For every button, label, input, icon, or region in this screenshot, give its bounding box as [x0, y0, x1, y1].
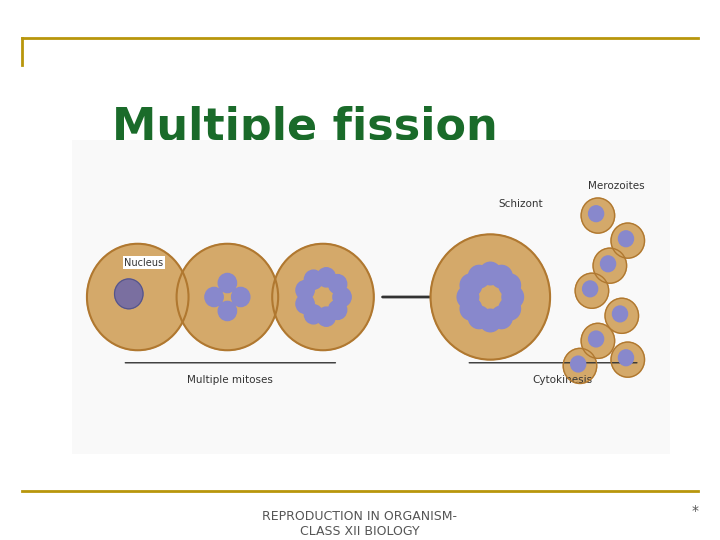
Circle shape: [588, 331, 603, 347]
Circle shape: [218, 301, 236, 321]
Circle shape: [176, 244, 278, 350]
Circle shape: [328, 274, 347, 294]
Circle shape: [618, 231, 634, 247]
Circle shape: [499, 274, 521, 296]
Circle shape: [317, 307, 336, 326]
Circle shape: [480, 262, 501, 285]
Circle shape: [571, 356, 585, 372]
Circle shape: [468, 265, 490, 288]
Text: Multiple fission: Multiple fission: [112, 106, 498, 150]
Text: ●: ●: [112, 148, 130, 167]
Circle shape: [457, 286, 479, 308]
Circle shape: [588, 206, 603, 221]
Circle shape: [296, 281, 314, 300]
Circle shape: [328, 300, 347, 320]
Circle shape: [499, 298, 521, 320]
Text: REPRODUCTION IN ORGANISM-
CLASS XII BIOLOGY: REPRODUCTION IN ORGANISM- CLASS XII BIOL…: [263, 510, 457, 538]
Circle shape: [491, 265, 513, 288]
Circle shape: [581, 198, 615, 233]
Circle shape: [431, 234, 550, 360]
Circle shape: [611, 342, 644, 377]
Circle shape: [600, 256, 616, 272]
Circle shape: [563, 348, 597, 383]
Circle shape: [114, 279, 143, 309]
Circle shape: [460, 298, 482, 320]
FancyBboxPatch shape: [66, 134, 675, 460]
Circle shape: [605, 298, 639, 333]
Circle shape: [582, 281, 598, 297]
Circle shape: [460, 274, 482, 296]
Circle shape: [305, 270, 323, 289]
Circle shape: [232, 287, 250, 307]
Circle shape: [272, 244, 374, 350]
Text: Schizont: Schizont: [498, 199, 542, 210]
Text: Multiple mitoses: Multiple mitoses: [187, 375, 274, 386]
Circle shape: [317, 268, 336, 287]
Circle shape: [581, 323, 615, 359]
Circle shape: [502, 286, 523, 308]
Circle shape: [296, 294, 314, 313]
Circle shape: [333, 287, 351, 307]
Text: Cytokinesis: Cytokinesis: [532, 375, 592, 386]
Circle shape: [618, 350, 634, 366]
Text: Ex. Entamoeba: Ex. Entamoeba: [126, 148, 357, 177]
Circle shape: [468, 306, 490, 329]
Circle shape: [218, 273, 236, 293]
Circle shape: [593, 248, 626, 283]
Circle shape: [305, 305, 323, 324]
Circle shape: [575, 273, 608, 308]
Circle shape: [205, 287, 223, 307]
Circle shape: [87, 244, 189, 350]
Text: Nucleus: Nucleus: [124, 258, 163, 268]
Text: Merozoites: Merozoites: [588, 180, 644, 191]
Circle shape: [611, 223, 644, 258]
Circle shape: [613, 306, 628, 322]
Text: *: *: [691, 504, 698, 518]
Circle shape: [491, 306, 513, 329]
Circle shape: [480, 309, 501, 332]
